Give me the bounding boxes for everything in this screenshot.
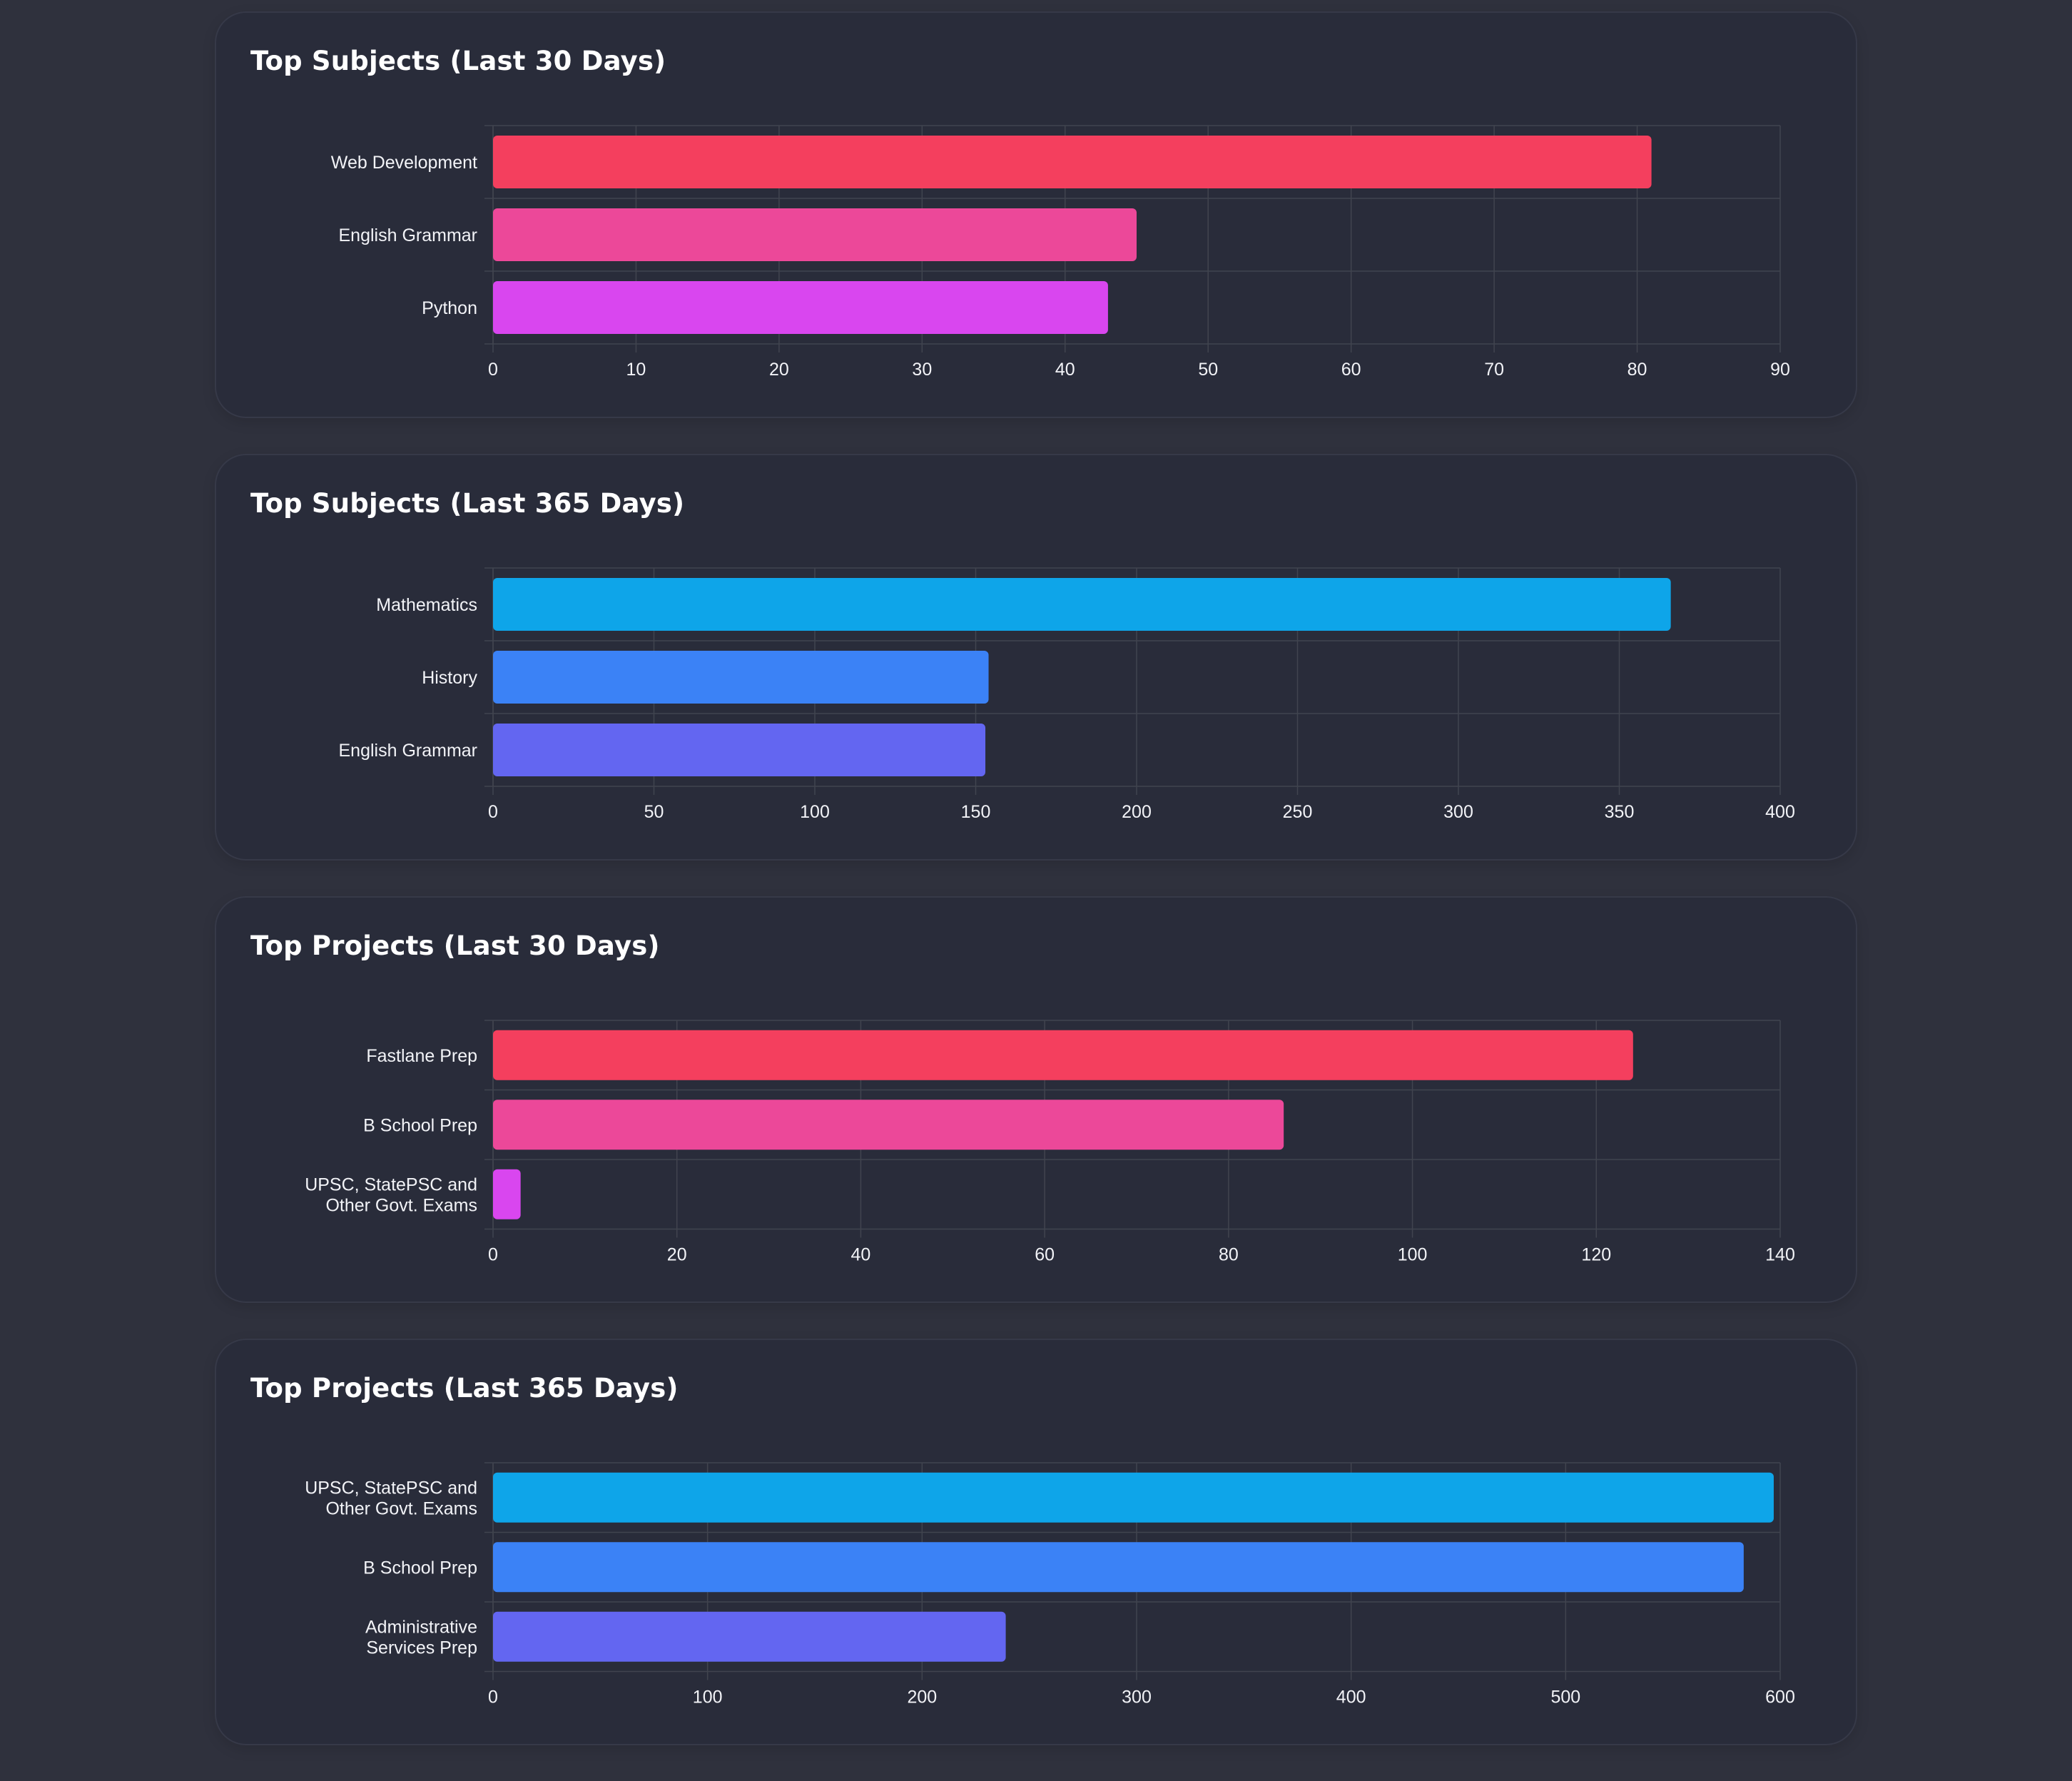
top-subjects-30-days-chart: 0 10 20 30 40 50 60 70 80 90 Web Development Englis…: [331, 125, 1790, 380]
bar: [493, 651, 989, 704]
tick-label-x: 50: [1198, 360, 1218, 380]
tick-label-x: 600: [1765, 1688, 1795, 1708]
card-top-projects-30-days: Top Projects (Last 30 Days) 0 20 40 60 80 100…: [215, 896, 1857, 1303]
tick-label-x: 0: [488, 360, 498, 380]
tick-label-x: 20: [667, 1245, 687, 1265]
bar: [493, 1030, 1633, 1080]
category-label: B School Prep: [363, 1115, 477, 1135]
card-title: Top Subjects (Last 365 Days): [250, 488, 685, 519]
bar: [493, 281, 1108, 334]
category-label-line: English Grammar: [339, 225, 478, 245]
card-top-projects-365-days: Top Projects (Last 365 Days) 0 100 200 300 4…: [215, 1339, 1857, 1745]
category-label: Administrative Services Prep: [365, 1617, 477, 1658]
tick-label-x: 30: [912, 360, 932, 380]
card-title: Top Subjects (Last 30 Days): [250, 46, 666, 76]
tick-label-x: 350: [1605, 802, 1635, 822]
tick-label-x: 0: [488, 1688, 498, 1708]
category-label-line: Services Prep: [366, 1638, 477, 1658]
tick-label-x: 0: [488, 1245, 498, 1265]
category-label-line: English Grammar: [339, 741, 478, 761]
card-title: Top Projects (Last 365 Days): [250, 1373, 679, 1404]
category-label-line: B School Prep: [363, 1115, 477, 1135]
category-label-line: History: [422, 668, 477, 688]
tick-label-x: 40: [1055, 360, 1075, 380]
tick-label-x: 60: [1341, 360, 1361, 380]
top-projects-365-days-chart: 0 100 200 300 400 500 600 UPSC, StatePSC and Oth…: [305, 1462, 1795, 1708]
card-top-subjects-30-days: Top Subjects (Last 30 Days) 0 10 20 30 40 50 6…: [215, 11, 1857, 418]
category-label: History: [422, 668, 477, 688]
category-label-line: Administrative: [365, 1617, 477, 1637]
tick-label-x: 40: [851, 1245, 871, 1265]
tick-label-x: 100: [1398, 1245, 1428, 1265]
bar: [493, 1100, 1284, 1150]
tick-label-x: 50: [644, 802, 664, 822]
category-label-line: Other Govt. Exams: [325, 1498, 477, 1518]
tick-label-x: 300: [1443, 802, 1473, 822]
tick-label-x: 400: [1765, 802, 1795, 822]
bar: [493, 724, 986, 776]
top-projects-30-days-chart: 0 20 40 60 80 100 120 140 Fastlane Prep B School …: [305, 1020, 1795, 1265]
category-label-line: Other Govt. Exams: [325, 1195, 477, 1215]
category-label-line: Python: [422, 298, 477, 318]
top-subjects-365-days-chart: 0 50 100 150 200 250 300 350 400 Mathematics Histo…: [339, 567, 1795, 822]
category-label-line: UPSC, StatePSC and: [305, 1478, 477, 1498]
category-label-line: UPSC, StatePSC and: [305, 1174, 477, 1194]
bar: [493, 1611, 1006, 1662]
tick-label-x: 10: [626, 360, 646, 380]
category-label: UPSC, StatePSC and Other Govt. Exams: [305, 1174, 477, 1215]
bar: [493, 1542, 1744, 1593]
tick-label-x: 100: [800, 802, 830, 822]
category-label: Fastlane Prep: [366, 1046, 477, 1066]
tick-label-x: 100: [693, 1688, 723, 1708]
category-label: UPSC, StatePSC and Other Govt. Exams: [305, 1478, 477, 1518]
bar: [493, 578, 1671, 631]
tick-label-x: 200: [907, 1688, 937, 1708]
tick-label-x: 80: [1219, 1245, 1239, 1265]
tick-label-x: 20: [769, 360, 789, 380]
tick-label-x: 400: [1336, 1688, 1366, 1708]
tick-label-x: 500: [1550, 1688, 1580, 1708]
tick-label-x: 70: [1484, 360, 1504, 380]
bar: [493, 136, 1652, 188]
category-label: English Grammar: [339, 741, 478, 761]
tick-label-x: 0: [488, 802, 498, 822]
category-label-line: B School Prep: [363, 1558, 477, 1578]
tick-label-x: 80: [1627, 360, 1647, 380]
category-label: Web Development: [331, 153, 477, 173]
card-top-subjects-365-days: Top Subjects (Last 365 Days) 0 50 100 150 20…: [215, 454, 1857, 861]
tick-label-x: 120: [1581, 1245, 1611, 1265]
category-label: Mathematics: [376, 595, 477, 615]
category-label: English Grammar: [339, 225, 478, 245]
category-label: Python: [422, 298, 477, 318]
category-label-line: Mathematics: [376, 595, 477, 615]
category-label-line: Fastlane Prep: [366, 1046, 477, 1066]
bar: [493, 1472, 1774, 1523]
tick-label-x: 150: [961, 802, 991, 822]
tick-label-x: 140: [1765, 1245, 1795, 1265]
tick-label-x: 250: [1283, 802, 1313, 822]
bar: [493, 208, 1137, 261]
tick-label-x: 90: [1770, 360, 1790, 380]
category-label: B School Prep: [363, 1558, 477, 1578]
bar: [493, 1169, 521, 1219]
tick-label-x: 200: [1122, 802, 1152, 822]
card-title: Top Projects (Last 30 Days): [250, 930, 660, 961]
category-label-line: Web Development: [331, 153, 477, 173]
tick-label-x: 60: [1035, 1245, 1055, 1265]
tick-label-x: 300: [1122, 1688, 1152, 1708]
